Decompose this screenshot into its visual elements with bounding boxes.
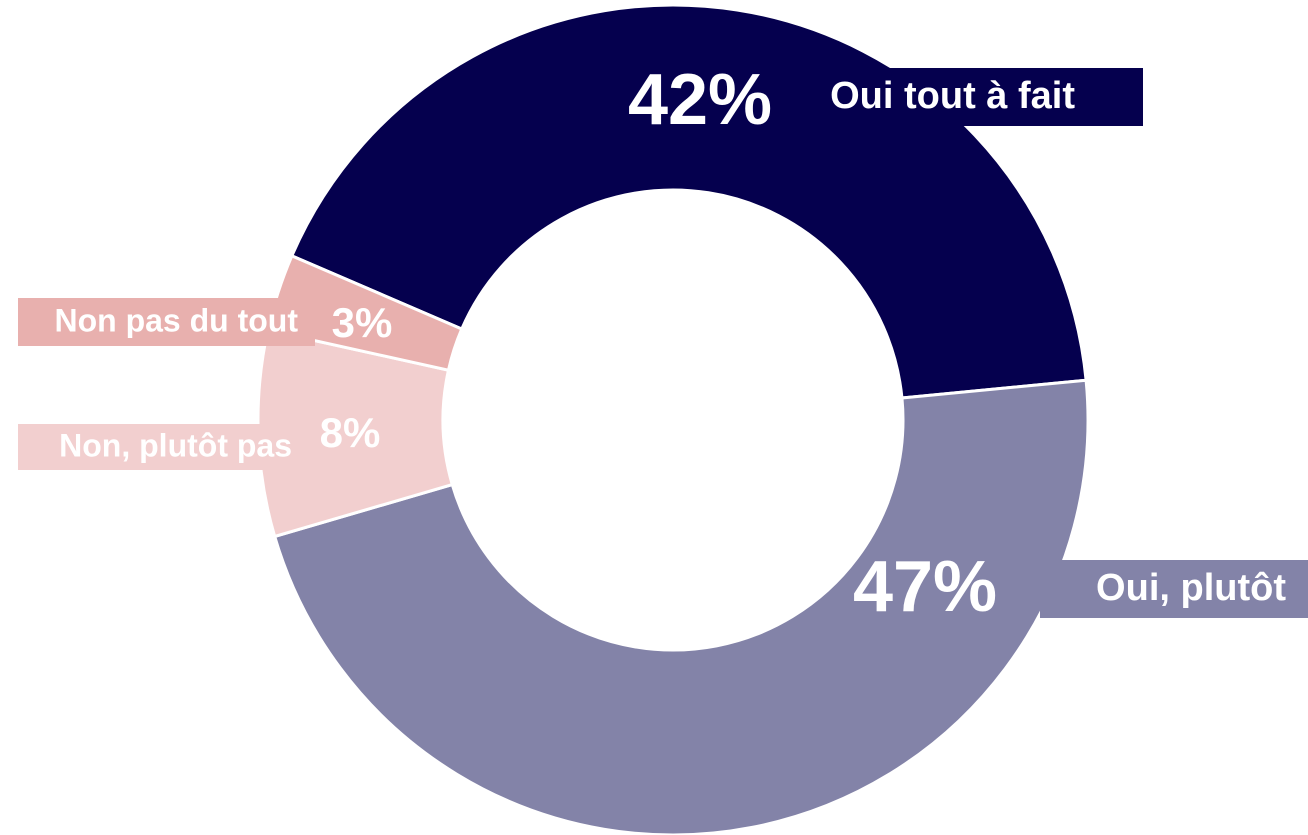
- donut-slice: [272, 378, 1090, 835]
- value-label: 47%: [853, 547, 997, 627]
- category-label: Oui tout à fait: [830, 75, 1075, 117]
- label-box: [1040, 560, 1308, 618]
- value-label: 8%: [320, 409, 381, 456]
- value-label: 3%: [332, 299, 393, 346]
- category-label: Non, plutôt pas: [59, 427, 292, 463]
- label-box: [18, 298, 315, 346]
- label-box: [775, 68, 1143, 126]
- category-label: Oui, plutôt: [1096, 567, 1286, 609]
- value-label: 42%: [628, 60, 772, 140]
- category-label: Non pas du tout: [54, 302, 298, 338]
- label-box: [18, 424, 300, 470]
